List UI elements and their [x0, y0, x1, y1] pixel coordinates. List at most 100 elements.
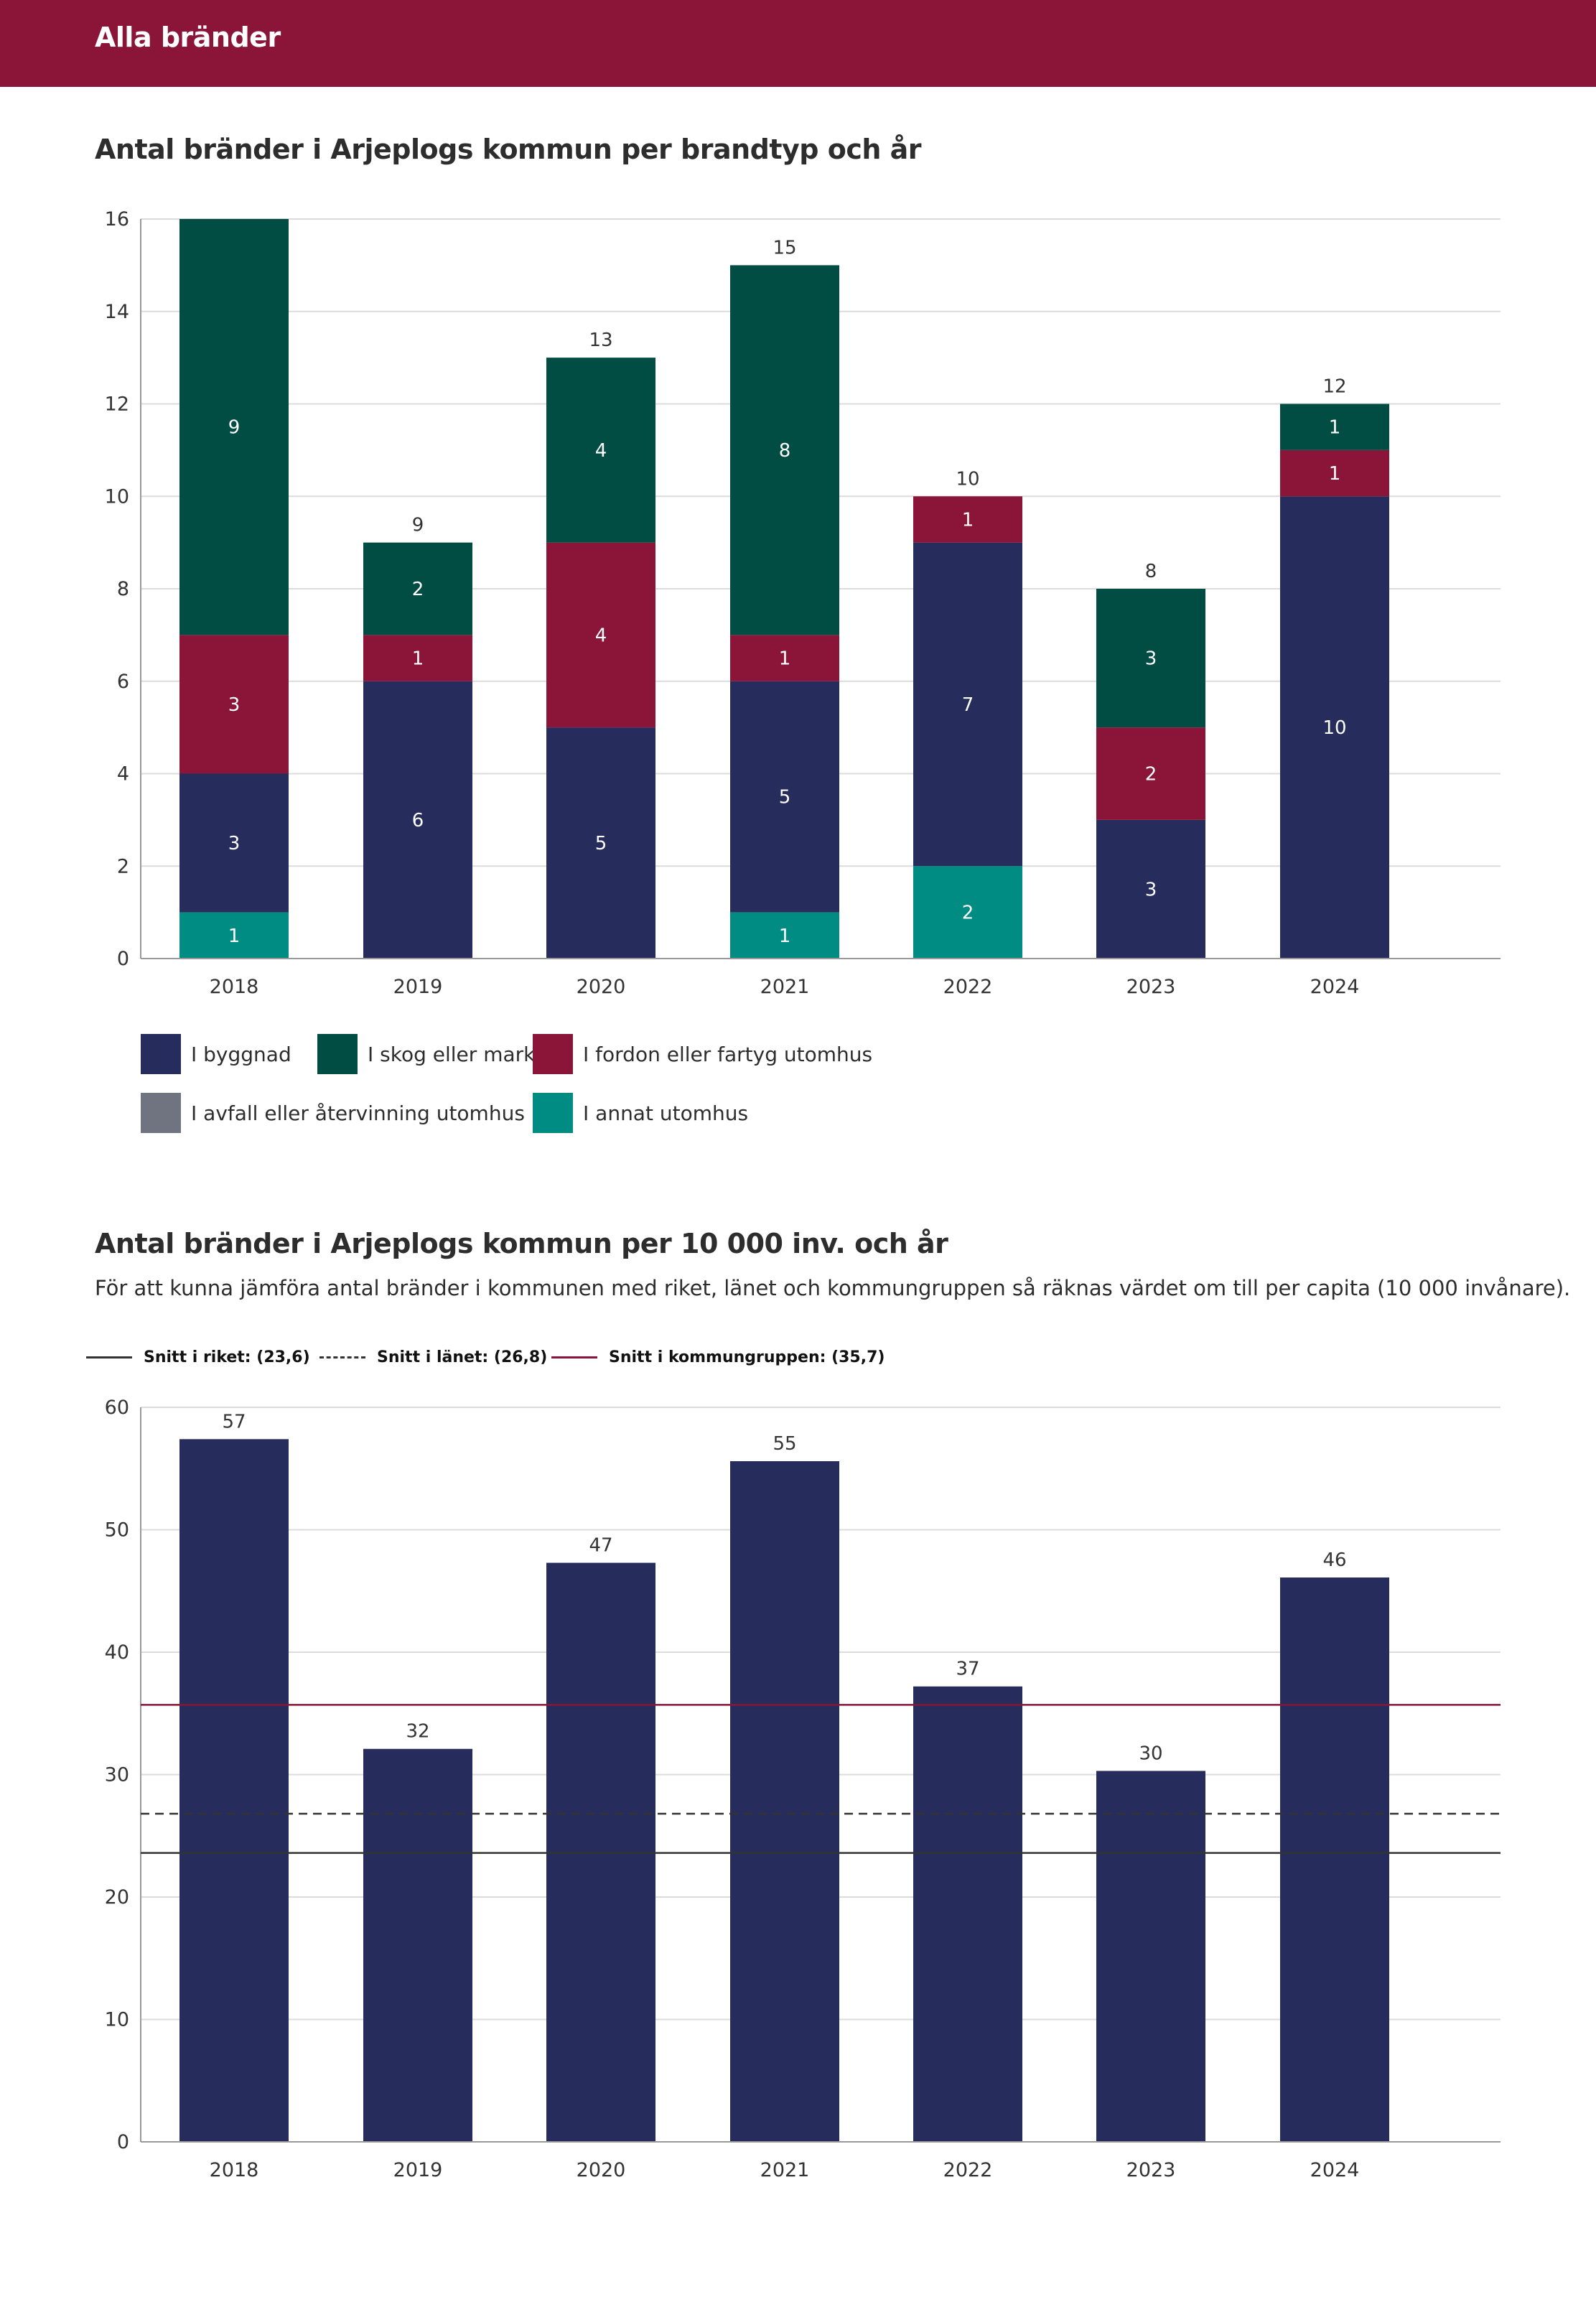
reference-line-legend: Snitt i riket: (23,6) Snitt i länet: (26…	[86, 1348, 948, 1377]
bar-segment-skog-2019	[363, 542, 472, 635]
legend-label-skog: I skog eller mark	[368, 1042, 536, 1066]
bar-segment-byggnad-2024	[1280, 496, 1389, 959]
x-tick-label: 2023	[1126, 976, 1176, 998]
page-title: Alla bränder	[95, 22, 281, 53]
x-tick-label: 2021	[760, 976, 810, 998]
bar-2021	[730, 1461, 839, 2142]
x-tick-label: 2022	[943, 976, 993, 998]
bar-2023	[1096, 1771, 1205, 2142]
x-tick-label: 2018	[210, 2159, 259, 2181]
legend-item-byggnad: I byggnad	[141, 1034, 291, 1074]
chart2-subtitle: För att kunna jämföra antal bränder i ko…	[95, 1276, 1571, 1300]
bar-segment-fordon-2018	[179, 635, 289, 774]
bar-segment-byggnad-2021	[730, 681, 839, 913]
legend-label-riket: Snitt i riket: (23,6)	[144, 1348, 310, 1366]
segment-label-annat-2021: 1	[779, 926, 791, 947]
bar-segment-annat-2021	[730, 912, 839, 959]
bar-segment-fordon-2022	[913, 496, 1022, 543]
legend-item-kommungruppen: Snitt i kommungruppen: (35,7)	[551, 1348, 885, 1366]
legend-swatch-byggnad	[141, 1034, 181, 1074]
segment-label-skog-2020: 4	[595, 440, 607, 462]
x-tick-label: 2020	[577, 2159, 626, 2181]
bar-segment-fordon-2021	[730, 635, 839, 681]
x-tick-label: 2021	[760, 2159, 810, 2181]
legend-swatch-fordon	[533, 1034, 573, 1074]
y-tick-label: 8	[117, 578, 129, 600]
legend-label-annat: I annat utomhus	[583, 1101, 749, 1125]
y-tick-label: 16	[105, 208, 129, 230]
segment-label-skog-2023: 3	[1145, 648, 1157, 670]
segment-label-skog-2019: 2	[412, 579, 424, 600]
segment-label-skog-2024: 1	[1329, 417, 1341, 439]
bar-segment-byggnad-2022	[913, 542, 1022, 867]
y-tick-label: 10	[105, 2009, 129, 2031]
legend-item-annat: I annat utomhus	[533, 1093, 748, 1133]
total-label-2022: 10	[956, 468, 979, 490]
segment-label-annat-2022: 2	[962, 903, 974, 924]
bar-2022	[913, 1686, 1022, 2142]
y-tick-label: 0	[117, 948, 129, 970]
bar-segment-skog-2021	[730, 265, 839, 635]
x-tick-label: 2024	[1310, 2159, 1360, 2181]
chart1-legend: I byggnad I skog eller mark I fordon ell…	[141, 1034, 1146, 1142]
total-label-2019: 9	[412, 515, 424, 536]
legend-item-lanet: Snitt i länet: (26,8)	[319, 1348, 547, 1366]
total-label-2021: 15	[773, 237, 796, 258]
bar-segment-fordon-2024	[1280, 449, 1389, 497]
bar-segment-byggnad-2023	[1096, 819, 1205, 959]
segment-label-fordon-2022: 1	[962, 509, 974, 531]
legend-line-kommungruppen	[551, 1356, 597, 1358]
bar-segment-fordon-2023	[1096, 727, 1205, 820]
legend-item-riket: Snitt i riket: (23,6)	[86, 1348, 310, 1366]
bar-label-2024: 46	[1322, 1549, 1346, 1571]
bar-segment-byggnad-2018	[179, 773, 289, 913]
bar-segment-annat-2018	[179, 912, 289, 959]
segment-label-fordon-2020: 4	[595, 625, 607, 646]
segment-label-fordon-2019: 1	[412, 648, 424, 670]
chart1-stacked-bar: 0246810121416133920186129201954413202015…	[105, 208, 1501, 998]
bar-segment-skog-2024	[1280, 404, 1389, 450]
legend-item-skog: I skog eller mark	[317, 1034, 535, 1074]
legend-line-lanet	[319, 1356, 365, 1358]
legend-line-riket	[86, 1356, 132, 1358]
bar-label-2019: 32	[406, 1721, 429, 1743]
y-tick-label: 2	[117, 855, 129, 877]
segment-label-annat-2018: 1	[228, 926, 241, 947]
legend-label-kommungruppen: Snitt i kommungruppen: (35,7)	[609, 1348, 885, 1366]
legend-label-lanet: Snitt i länet: (26,8)	[377, 1348, 548, 1366]
segment-label-skog-2018: 9	[228, 417, 241, 439]
legend-label-fordon: I fordon eller fartyg utomhus	[583, 1042, 873, 1066]
bar-label-2023: 30	[1139, 1743, 1162, 1764]
segment-label-fordon-2018: 3	[228, 694, 241, 716]
y-tick-label: 60	[105, 1397, 129, 1419]
segment-label-byggnad-2019: 6	[412, 810, 424, 831]
legend-swatch-skog	[317, 1034, 358, 1074]
segment-label-byggnad-2024: 10	[1322, 717, 1346, 739]
bar-segment-skog-2023	[1096, 589, 1205, 728]
segment-label-fordon-2021: 1	[779, 648, 791, 670]
x-tick-label: 2022	[943, 2159, 993, 2181]
segment-label-byggnad-2021: 5	[779, 787, 791, 808]
segment-label-skog-2021: 8	[779, 440, 791, 462]
bar-2024	[1280, 1577, 1389, 2142]
segment-label-fordon-2024: 1	[1329, 463, 1341, 485]
legend-label-avfall: I avfall eller återvinning utomhus	[191, 1101, 525, 1125]
total-label-2023: 8	[1145, 561, 1157, 582]
x-tick-label: 2019	[393, 2159, 443, 2181]
bar-2018	[179, 1439, 289, 2142]
segment-label-byggnad-2022: 7	[962, 694, 974, 716]
y-tick-label: 4	[117, 763, 129, 786]
bar-label-2021: 55	[773, 1433, 796, 1455]
y-tick-label: 40	[105, 1641, 129, 1664]
y-tick-label: 6	[117, 671, 129, 693]
legend-item-fordon: I fordon eller fartyg utomhus	[533, 1034, 872, 1074]
chart1-title: Antal bränder i Arjeplogs kommun per bra…	[95, 134, 922, 165]
bar-segment-fordon-2019	[363, 635, 472, 681]
legend-item-avfall: I avfall eller återvinning utomhus	[141, 1093, 525, 1133]
segment-label-byggnad-2020: 5	[595, 833, 607, 854]
chart2-title: Antal bränder i Arjeplogs kommun per 10 …	[95, 1228, 948, 1259]
bar-label-2020: 47	[589, 1535, 612, 1557]
x-tick-label: 2018	[210, 976, 259, 998]
x-tick-label: 2019	[393, 976, 443, 998]
